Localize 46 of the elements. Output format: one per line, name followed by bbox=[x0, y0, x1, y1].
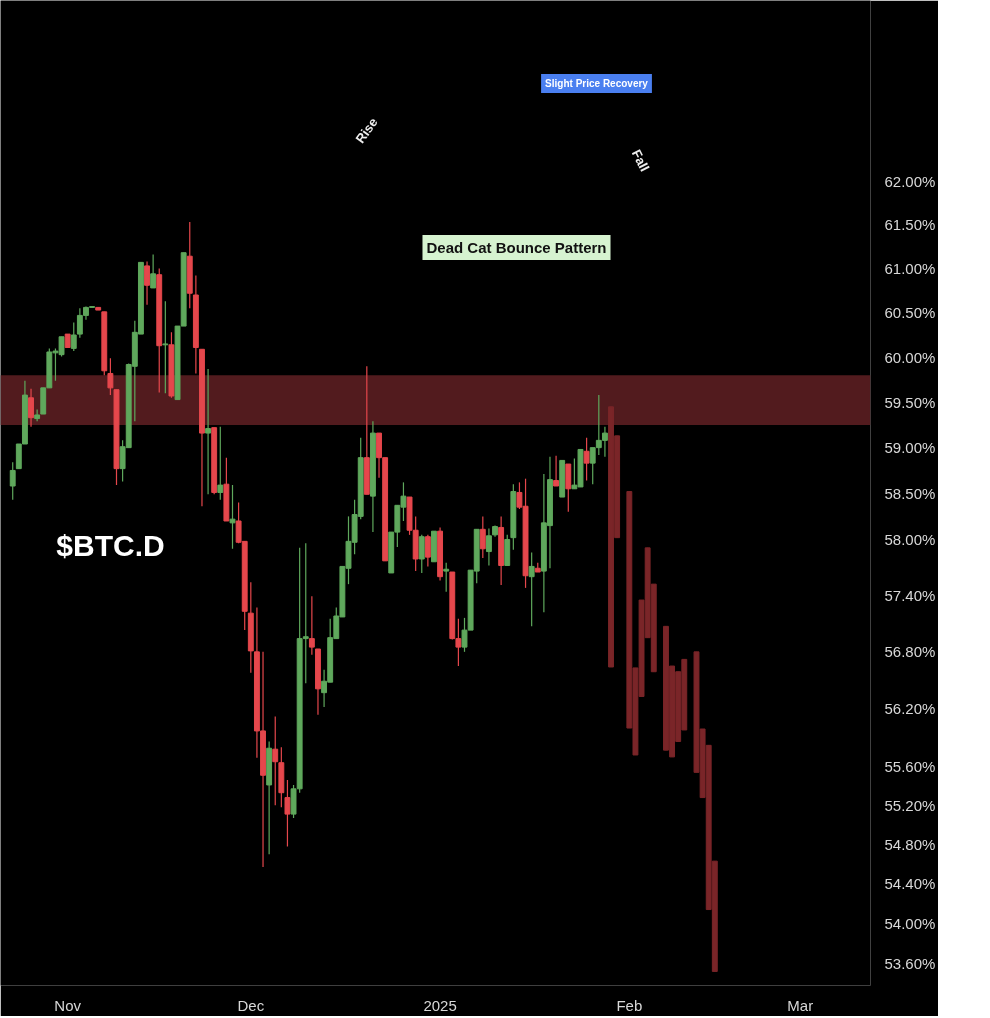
x-tick-label: Mar bbox=[787, 996, 814, 1014]
candlestick bbox=[9, 461, 16, 501]
y-tick-label: 61.00% bbox=[884, 260, 936, 278]
y-tick-label: 61.50% bbox=[884, 216, 936, 234]
y-tick-label: 54.80% bbox=[884, 835, 936, 853]
annotation: Dead Cat Bounce Pattern bbox=[426, 239, 607, 256]
x-tick-label: 2025 bbox=[423, 996, 457, 1014]
candlestick bbox=[217, 426, 224, 501]
candlestick bbox=[162, 300, 169, 394]
y-tick-label: 60.50% bbox=[884, 304, 936, 322]
candlestick bbox=[150, 253, 157, 289]
candlestick bbox=[308, 595, 315, 656]
x-tick-label: Feb bbox=[616, 996, 643, 1014]
candlestick bbox=[479, 515, 486, 559]
y-tick-label: 54.00% bbox=[884, 914, 936, 932]
annotation: Slight Price Recovery bbox=[545, 78, 649, 89]
candlestick bbox=[28, 388, 34, 428]
candlestick bbox=[583, 437, 590, 482]
x-tick-label: Nov bbox=[54, 996, 82, 1014]
candlestick bbox=[205, 368, 212, 495]
y-tick-label: 56.20% bbox=[884, 700, 936, 718]
candlestick bbox=[229, 484, 236, 550]
y-tick-label: 58.50% bbox=[884, 484, 936, 502]
y-tick-label: 59.50% bbox=[884, 393, 936, 411]
y-tick-label: 62.00% bbox=[884, 172, 936, 190]
candlestick bbox=[144, 260, 150, 306]
y-tick-label: 54.40% bbox=[884, 875, 936, 893]
candlestick bbox=[272, 715, 279, 806]
y-tick-label: 55.60% bbox=[884, 758, 936, 776]
annotation: Fall bbox=[628, 147, 653, 174]
candlestick bbox=[553, 455, 560, 487]
y-tick-label: 59.00% bbox=[884, 439, 936, 457]
y-tick-label: 56.80% bbox=[884, 643, 936, 661]
y-tick-label: 55.20% bbox=[884, 796, 936, 814]
candlestick bbox=[107, 357, 114, 396]
annotation: $BTC.D bbox=[56, 529, 165, 562]
candlestick bbox=[528, 551, 535, 627]
y-tick-label: 57.40% bbox=[884, 586, 936, 604]
candlestick bbox=[424, 534, 431, 568]
y-tick-label: 60.00% bbox=[884, 348, 936, 366]
candlestick bbox=[443, 562, 450, 593]
y-tick-label: 53.60% bbox=[884, 954, 936, 972]
candlestick bbox=[284, 779, 291, 847]
x-tick-label: Dec bbox=[237, 996, 265, 1014]
y-tick-label: 58.00% bbox=[884, 530, 936, 548]
candlestick bbox=[418, 534, 425, 574]
